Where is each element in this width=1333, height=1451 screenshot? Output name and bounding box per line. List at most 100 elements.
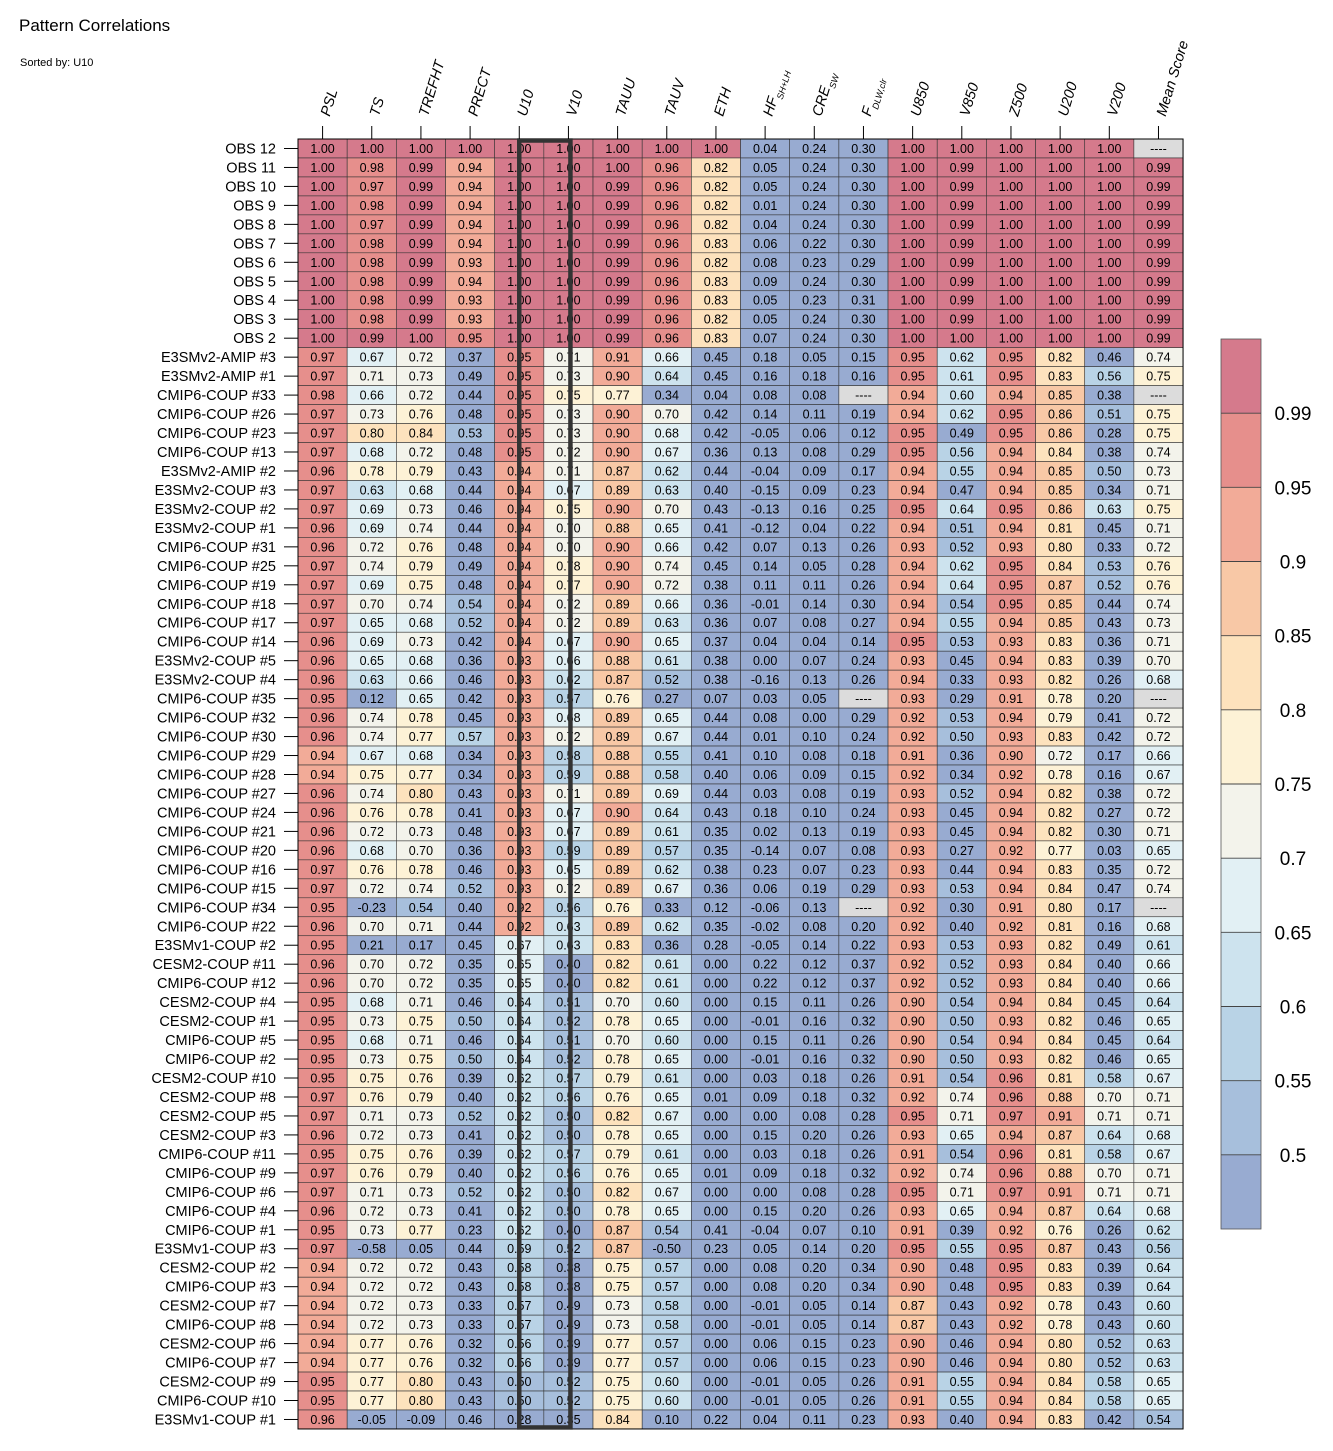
cell-value-label: 0.16 xyxy=(802,502,826,516)
cell-value-label: 1.00 xyxy=(1048,237,1072,251)
cell-value-label: 0.96 xyxy=(310,730,334,744)
cell-value-label: 0.44 xyxy=(458,920,482,934)
colorbar-segment xyxy=(1221,339,1261,414)
cell-value-label: 0.92 xyxy=(900,730,924,744)
cell-value-label: 0.72 xyxy=(360,1204,384,1218)
row-label: CMIP6-COUP #31 xyxy=(157,540,276,556)
cell-value-label: 0.46 xyxy=(458,1034,482,1048)
cell-value-label: 0.95 xyxy=(999,408,1023,422)
cell-value-label: 0.76 xyxy=(605,1090,629,1104)
cell-value-label: 0.57 xyxy=(655,1337,679,1351)
cell-value-label: 0.19 xyxy=(851,825,875,839)
cell-value-label: 0.46 xyxy=(950,1337,974,1351)
cell-value-label: ---- xyxy=(1150,901,1167,915)
cell-value-label: 0.36 xyxy=(704,616,728,630)
cell-value-label: 0.08 xyxy=(753,1261,777,1275)
cell-value-label: 0.23 xyxy=(851,483,875,497)
cell-value-label: 1.00 xyxy=(999,256,1023,270)
cell-value-label: 0.21 xyxy=(360,939,384,953)
cell-value-label: 0.87 xyxy=(1048,1128,1072,1142)
cell-value-label: 0.40 xyxy=(458,1090,482,1104)
cell-value-label: 0.00 xyxy=(704,1394,728,1408)
cell-value-label: 0.74 xyxy=(360,730,384,744)
cell-value-label: 0.40 xyxy=(1097,977,1121,991)
cell-value-label: -0.01 xyxy=(751,1394,780,1408)
row-label: CMIP6-COUP #26 xyxy=(157,407,276,423)
cell-value-label: 0.90 xyxy=(900,1015,924,1029)
cell-value-label: 1.00 xyxy=(900,294,924,308)
cell-value-label: 0.77 xyxy=(360,1375,384,1389)
cell-value-label: 0.26 xyxy=(851,1147,875,1161)
cell-value-label: 0.05 xyxy=(753,294,777,308)
cell-value-label: 0.15 xyxy=(753,1204,777,1218)
cell-value-label: 1.00 xyxy=(999,142,1023,156)
cell-value-label: 0.23 xyxy=(458,1223,482,1237)
cell-value-label: 1.00 xyxy=(999,275,1023,289)
cell-value-label: 0.93 xyxy=(999,673,1023,687)
cell-value-label: -0.05 xyxy=(751,427,780,441)
cell-value-label: 0.97 xyxy=(310,502,334,516)
cell-value-label: 0.99 xyxy=(409,237,433,251)
cell-value-label: 0.40 xyxy=(1097,958,1121,972)
cell-value-label: 0.36 xyxy=(704,597,728,611)
cell-value-label: 0.07 xyxy=(753,540,777,554)
cell-value-label: 0.93 xyxy=(900,844,924,858)
cell-value-label: 0.32 xyxy=(851,1015,875,1029)
cell-value-label: 0.73 xyxy=(605,1318,629,1332)
cell-value-label: 0.48 xyxy=(458,446,482,460)
cell-value-label: 0.78 xyxy=(1048,1299,1072,1313)
cell-value-label: 0.97 xyxy=(310,863,334,877)
cell-value-label: 0.43 xyxy=(1097,1299,1121,1313)
cell-value-label: 0.36 xyxy=(704,882,728,896)
cell-value-label: 0.99 xyxy=(605,256,629,270)
cell-value-label: 0.82 xyxy=(605,1109,629,1123)
cell-value-label: 1.00 xyxy=(999,313,1023,327)
cell-value-label: 0.90 xyxy=(900,1356,924,1370)
row-label: CESM2-COUP #4 xyxy=(159,995,276,1011)
cell-value-label: 0.12 xyxy=(851,427,875,441)
cell-value-label: 0.97 xyxy=(310,616,334,630)
cell-value-label: 0.73 xyxy=(409,1204,433,1218)
cell-value-label: 0.94 xyxy=(900,389,924,403)
cell-value-label: 0.52 xyxy=(950,958,974,972)
cell-value-label: 0.88 xyxy=(605,768,629,782)
cell-value-label: 0.03 xyxy=(753,787,777,801)
cell-value-label: 0.96 xyxy=(310,787,334,801)
cell-value-label: 0.40 xyxy=(950,920,974,934)
cell-value-label: 0.52 xyxy=(950,977,974,991)
cell-value-label: 0.34 xyxy=(851,1261,875,1275)
column-label: Mean Score xyxy=(1154,39,1192,118)
cell-value-label: 0.65 xyxy=(655,1090,679,1104)
cell-value-label: 0.18 xyxy=(753,351,777,365)
cell-value-label: 0.92 xyxy=(900,958,924,972)
cell-value-label: 0.00 xyxy=(753,1109,777,1123)
cell-value-label: 0.33 xyxy=(1097,540,1121,554)
cell-value-label: 0.24 xyxy=(802,180,826,194)
cell-value-label: 0.79 xyxy=(409,1166,433,1180)
cell-value-label: 0.94 xyxy=(999,806,1023,820)
cell-value-label: 0.30 xyxy=(851,161,875,175)
cell-value-label: 0.71 xyxy=(409,1034,433,1048)
cell-value-label: 0.98 xyxy=(360,237,384,251)
cell-value-label: 0.70 xyxy=(1097,1166,1121,1180)
cell-value-label: 0.12 xyxy=(360,692,384,706)
cell-value-label: 0.92 xyxy=(999,920,1023,934)
cell-value-label: 0.96 xyxy=(999,1072,1023,1086)
cell-value-label: 0.14 xyxy=(851,635,875,649)
cell-value-label: 0.58 xyxy=(655,1299,679,1313)
cell-value-label: 0.91 xyxy=(900,1072,924,1086)
cell-value-label: 0.96 xyxy=(655,199,679,213)
row-label: CMIP6-COUP #9 xyxy=(165,1166,276,1182)
row-label: OBS 6 xyxy=(233,255,276,271)
cell-value-label: 0.65 xyxy=(1146,1053,1170,1067)
cell-value-label: 0.89 xyxy=(605,711,629,725)
colorbar-segment xyxy=(1221,487,1261,562)
cell-value-label: 0.01 xyxy=(704,1166,728,1180)
cell-value-label: 0.06 xyxy=(753,882,777,896)
cell-value-label: 0.77 xyxy=(605,1337,629,1351)
cell-value-label: 0.72 xyxy=(1146,787,1170,801)
cell-value-label: 0.75 xyxy=(409,1053,433,1067)
cell-value-label: 0.64 xyxy=(1146,1034,1170,1048)
colorbar-tick-label: 0.99 xyxy=(1275,404,1312,425)
cell-value-label: 0.93 xyxy=(900,540,924,554)
